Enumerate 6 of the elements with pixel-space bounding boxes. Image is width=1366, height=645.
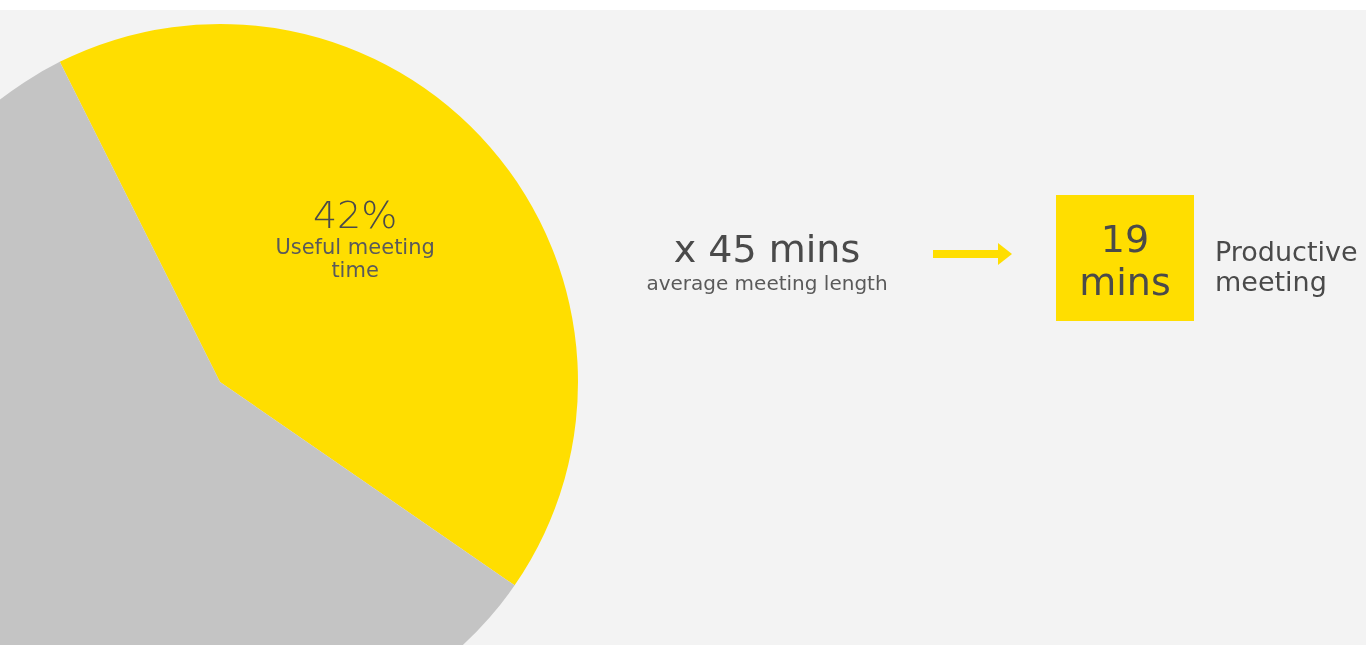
text: average meeting length xyxy=(646,271,888,295)
data-label: 42% xyxy=(312,192,398,237)
text: 19 mins xyxy=(1079,217,1171,304)
text: Productive meeting xyxy=(1215,236,1358,298)
text: x 45 mins xyxy=(673,227,861,271)
slice-label: Useful meeting time xyxy=(275,234,435,283)
